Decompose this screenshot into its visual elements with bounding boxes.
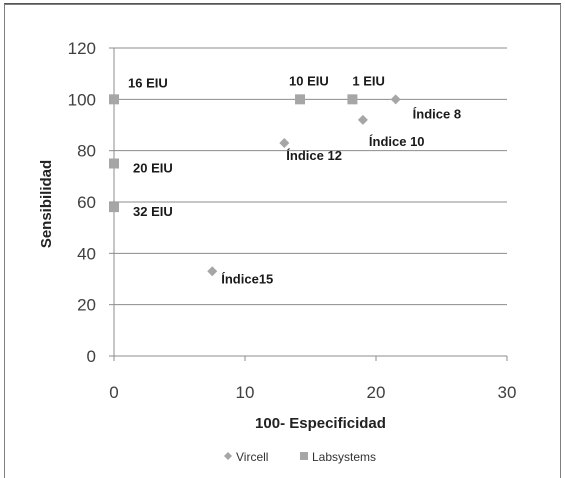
- point-label: Índice 12: [286, 148, 342, 163]
- legend-label-labsystems: Labsystems: [312, 450, 376, 464]
- x-tick-label: 30: [498, 383, 517, 402]
- y-tick-label: 40: [77, 244, 96, 263]
- y-tick-label: 60: [77, 193, 96, 212]
- point-label: Índice 10: [369, 134, 425, 149]
- labsystems-point: [295, 94, 306, 105]
- y-tick-label: 0: [87, 347, 96, 366]
- y-tick-label: 20: [77, 296, 96, 315]
- x-tick-label: 20: [367, 383, 386, 402]
- vircell-point: [279, 137, 290, 148]
- labsystems-point: [109, 94, 119, 105]
- legend-label-vircell: Vircell: [236, 450, 268, 464]
- point-labels: Índice15 Índice 12 Índice 10 Índice 8 16 EIU…: [128, 73, 461, 286]
- legend-marker-vircell: [224, 452, 232, 460]
- tick-labels: 0 20 40 60 80 100 120 0 10 20 30: [68, 39, 517, 402]
- labsystems-point: [347, 94, 358, 105]
- labsystems-point: [109, 202, 119, 213]
- vircell-point: [207, 266, 218, 277]
- data-points: [109, 94, 401, 277]
- y-axis-title: Sensibilidad: [38, 160, 55, 248]
- point-label: 10 EIU: [289, 73, 329, 88]
- point-label: 16 EIU: [128, 75, 168, 90]
- labsystems-point: [109, 158, 119, 169]
- x-axis-title: 100- Especificidad: [255, 415, 386, 432]
- vircell-point: [390, 94, 401, 105]
- y-tick-label: 100: [68, 90, 96, 109]
- point-label: Índice 8: [413, 106, 461, 121]
- legend-marker-labsystems: [300, 452, 308, 460]
- gridlines: [114, 47, 507, 306]
- x-tick-label: 10: [236, 383, 255, 402]
- vircell-point: [357, 114, 368, 125]
- y-tick-label: 80: [77, 142, 96, 161]
- point-label: 1 EIU: [352, 73, 385, 88]
- y-tick-label: 120: [68, 39, 96, 58]
- point-label: 20 EIU: [133, 161, 173, 176]
- chart-frame: [4, 4, 561, 478]
- legend: Vircell Labsystems: [224, 450, 376, 464]
- point-label: Índice15: [221, 271, 273, 286]
- x-tick-label: 0: [109, 383, 118, 402]
- point-label: 32 EIU: [133, 204, 173, 219]
